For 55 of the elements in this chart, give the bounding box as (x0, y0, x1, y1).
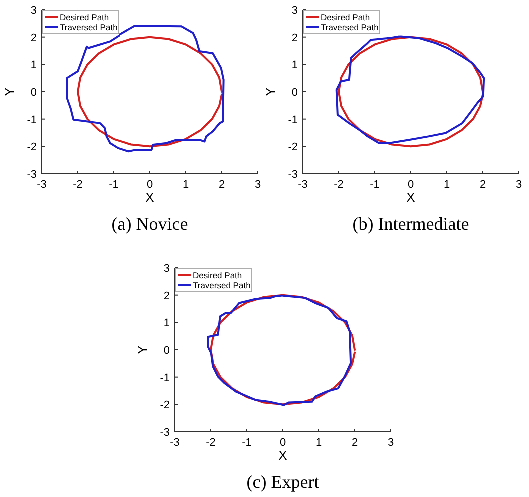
x-tick-label: -2 (206, 437, 216, 449)
y-tick-label: -2 (160, 400, 170, 412)
x-axis-title: X (146, 190, 155, 205)
y-tick-label: 1 (292, 60, 298, 72)
x-tick-label: -2 (334, 179, 344, 191)
x-tick-label: 3 (254, 179, 262, 191)
legend-label: Desired Path (193, 270, 242, 280)
y-tick-label: 2 (164, 290, 170, 302)
x-tick-label: 0 (280, 437, 286, 449)
y-tick-label: 1 (164, 318, 170, 330)
x-tick-label: -1 (109, 179, 119, 191)
y-tick-label: -3 (160, 427, 170, 439)
x-tick-label: 0 (408, 179, 414, 191)
y-tick-label: -2 (27, 142, 37, 154)
legend-label: Traversed Path (193, 280, 252, 290)
y-tick-label: 2 (292, 32, 298, 44)
x-tick-label: -1 (242, 437, 252, 449)
text: (b) Intermediate (352, 214, 470, 234)
y-tick-label: 3 (30, 5, 37, 17)
x-tick-label: 2 (218, 179, 226, 191)
text: (c) Expert (246, 472, 320, 492)
x-tick-label: 2 (480, 179, 486, 191)
x-tick-label: 3 (388, 437, 394, 449)
y-tick-label: -1 (288, 114, 298, 126)
y-tick-label: -3 (288, 169, 298, 181)
x-tick-label: 2 (352, 437, 358, 449)
x-tick-label: -1 (370, 179, 380, 191)
y-tick-label: -2 (288, 142, 298, 154)
x-axis-title: X (406, 190, 416, 205)
legend-label: Traversed Path (60, 22, 118, 32)
x-tick-label: 0 (146, 179, 154, 191)
legend-label: Desired Path (60, 12, 110, 22)
text: (a) Novice (112, 214, 188, 234)
x-tick-label: 1 (316, 437, 322, 449)
line-series (77, 36, 223, 148)
y-tick-label: 3 (292, 5, 298, 17)
x-tick-label: 1 (182, 179, 190, 191)
y-tick-label: 3 (164, 263, 170, 275)
legend-label: Traversed Path (321, 22, 380, 32)
y-axis-title: Y (2, 87, 17, 96)
y-tick-label: 0 (164, 345, 170, 357)
y-tick-label: -3 (27, 169, 37, 181)
y-tick-label: -1 (27, 114, 37, 126)
x-tick-label: -2 (73, 179, 83, 191)
y-tick-label: 1 (30, 60, 37, 72)
y-tick-label: 0 (292, 87, 298, 99)
x-tick-label: 3 (516, 179, 522, 191)
x-axis-title: X (278, 448, 288, 463)
y-axis-title: Y (135, 345, 150, 354)
x-tick-label: 1 (444, 179, 450, 191)
y-axis-title: Y (263, 87, 278, 96)
y-tick-label: -1 (160, 372, 170, 384)
y-tick-label: 0 (30, 87, 37, 99)
legend-label: Desired Path (321, 12, 370, 22)
y-tick-label: 2 (30, 32, 37, 44)
